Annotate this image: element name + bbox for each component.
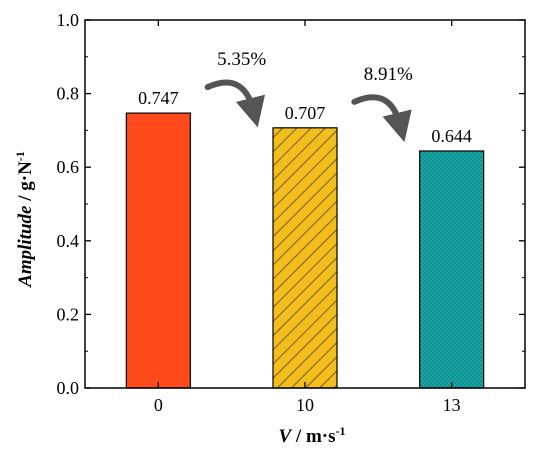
y-tick-label: 0.2: [57, 304, 80, 324]
annotation-label: 8.91%: [364, 64, 413, 85]
data-label: 0.747: [138, 88, 179, 108]
data-label: 0.707: [285, 103, 326, 123]
y-tick-label: 0.6: [57, 157, 80, 177]
x-tick-label: 13: [443, 395, 461, 415]
y-tick-label: 0.4: [57, 231, 80, 251]
annotation-label: 5.35%: [217, 49, 266, 70]
y-tick-label: 1.0: [57, 10, 80, 30]
data-label: 0.644: [431, 126, 472, 146]
y-axis-label: Amplitude / g·N-1: [13, 151, 36, 288]
curved-arrow-icon: [204, 79, 266, 128]
x-tick-label: 0: [154, 395, 163, 415]
y-tick-label: 0.8: [57, 84, 80, 104]
bar-13: [419, 150, 485, 389]
x-axis-label: V / m·s-1: [278, 424, 345, 447]
curved-arrow-icon: [351, 94, 412, 143]
y-tick-label: 0.0: [57, 378, 80, 398]
bar-10: [272, 127, 338, 389]
bar-0: [125, 112, 191, 389]
plot-area: 0.0 0.2 0.4 0.6 0.8 1.0 0 10 13 0.747 0.707 0.644 5.…: [57, 10, 526, 415]
x-tick-label: 10: [296, 395, 314, 415]
